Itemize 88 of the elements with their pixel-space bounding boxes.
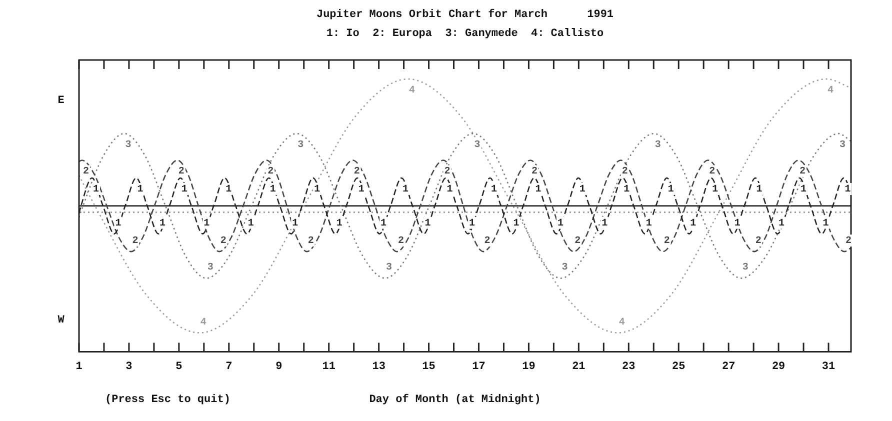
text: 1 bbox=[646, 218, 652, 230]
text: 1 bbox=[204, 218, 210, 230]
x-tick-label: 15 bbox=[422, 361, 436, 374]
text: E bbox=[58, 94, 65, 107]
x-tick-label: 21 bbox=[572, 361, 586, 374]
text: 2 bbox=[709, 166, 716, 178]
text: 1 bbox=[468, 218, 476, 230]
text: 1 bbox=[490, 184, 497, 196]
text: 1 bbox=[270, 184, 276, 196]
text: 1 bbox=[690, 218, 696, 230]
text: 2 bbox=[268, 166, 274, 178]
text: 1 bbox=[424, 218, 431, 230]
text: 1 bbox=[602, 218, 608, 230]
text: 2 bbox=[800, 166, 806, 178]
text: 1 bbox=[712, 184, 718, 196]
text: 2 bbox=[444, 166, 450, 178]
text: 1 bbox=[380, 218, 387, 230]
text: 3 bbox=[125, 140, 132, 152]
text: 2 bbox=[82, 166, 90, 178]
text: 1 bbox=[557, 218, 564, 230]
text: 1 bbox=[248, 218, 254, 230]
text: 1 bbox=[624, 184, 630, 196]
text: 3 bbox=[840, 140, 846, 152]
text: 2 bbox=[220, 236, 226, 248]
x-tick-label: 5 bbox=[176, 361, 183, 374]
x-tick-label: 19 bbox=[522, 361, 536, 374]
text: 1 bbox=[92, 184, 99, 196]
x-tick-label: 13 bbox=[372, 361, 386, 374]
chart-subtitle: 1: Io 2: Europa 3: Ganymede 4: Callisto bbox=[326, 28, 604, 40]
series-label: 3 bbox=[386, 262, 392, 274]
text: 3 bbox=[654, 140, 661, 152]
text: 1 bbox=[226, 184, 232, 196]
text: 4 bbox=[409, 86, 416, 97]
text: 1 bbox=[137, 184, 144, 196]
text: 1 bbox=[734, 218, 740, 230]
text: 2 bbox=[484, 236, 490, 248]
x-tick-label: 17 bbox=[472, 361, 486, 374]
text: 2 bbox=[178, 166, 184, 178]
text: 1 bbox=[402, 184, 409, 196]
series-label: 1 bbox=[292, 218, 298, 230]
text: 1 bbox=[822, 218, 829, 230]
text: 3 bbox=[207, 262, 214, 274]
text: 3 bbox=[298, 140, 304, 152]
text: 1 bbox=[336, 218, 342, 230]
x-tick-label: 27 bbox=[722, 361, 736, 374]
text: 1 bbox=[159, 218, 166, 230]
x-tick-label: 7 bbox=[226, 361, 232, 374]
series-label: 4 bbox=[618, 317, 625, 328]
text: 2 bbox=[755, 236, 762, 248]
text: 1 bbox=[446, 184, 453, 196]
text: 2 bbox=[398, 236, 404, 248]
text: 4 bbox=[828, 86, 834, 97]
text: 1 bbox=[778, 218, 785, 230]
text: 3 bbox=[562, 262, 568, 274]
text: 2 bbox=[622, 166, 628, 178]
text: 1 bbox=[668, 184, 674, 196]
text: 4 bbox=[200, 317, 206, 328]
text: 1 bbox=[115, 218, 122, 230]
x-tick-label: 9 bbox=[276, 361, 282, 374]
text: 1 bbox=[800, 184, 807, 196]
x-tick-label: 3 bbox=[126, 361, 133, 374]
text: 2 bbox=[132, 236, 138, 248]
text: 1 bbox=[181, 184, 188, 196]
text: (Press Esc to quit) bbox=[105, 394, 230, 406]
chart-title: Jupiter Moons Orbit Chart for March 1991 bbox=[316, 8, 614, 21]
text: 1 bbox=[535, 184, 542, 196]
text: 1 bbox=[314, 184, 320, 196]
text: 2 bbox=[664, 236, 670, 248]
x-tick-label: 29 bbox=[772, 361, 786, 374]
text: 1 bbox=[844, 184, 851, 196]
x-tick-label: 1 bbox=[76, 361, 83, 374]
x-axis-title: Day of Month (at Midnight) bbox=[369, 392, 541, 406]
text: 1 bbox=[358, 184, 364, 196]
x-tick-label: 11 bbox=[322, 361, 336, 374]
text: 1 bbox=[756, 184, 762, 196]
text: 3 bbox=[474, 140, 480, 152]
x-tick-label: 31 bbox=[822, 361, 836, 374]
text: W bbox=[58, 314, 65, 327]
text: 2 bbox=[845, 236, 852, 248]
text: 3 bbox=[742, 262, 748, 274]
text: 2 bbox=[574, 236, 581, 248]
text: 2 bbox=[531, 166, 538, 178]
text: 1 bbox=[579, 184, 586, 196]
x-tick-label: 25 bbox=[672, 361, 686, 374]
x-tick-label: 23 bbox=[622, 361, 636, 374]
text: 2 bbox=[308, 236, 314, 248]
text: 1 bbox=[513, 218, 520, 230]
series-label: 2 bbox=[354, 166, 360, 178]
